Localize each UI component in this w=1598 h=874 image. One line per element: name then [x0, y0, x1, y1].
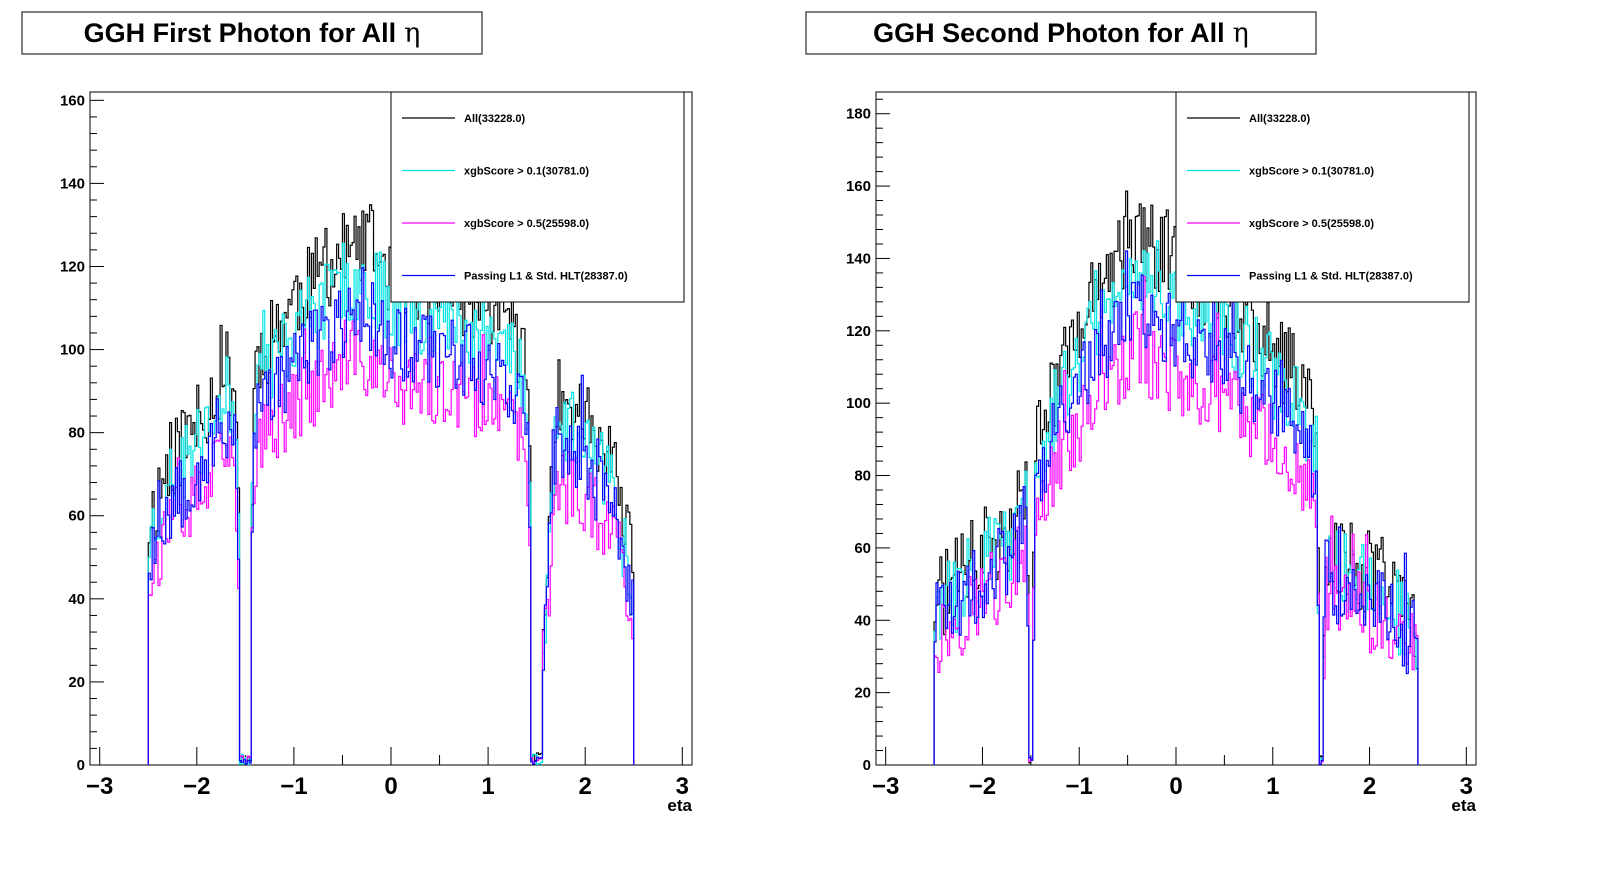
y-tick-label: 120: [60, 258, 85, 275]
x-tick-label: −2: [969, 773, 996, 800]
legend: All(33228.0) xgbScore > 0.1(30781.0) xgbSc…: [1175, 91, 1470, 303]
histogram-series: [147, 242, 635, 766]
x-tick-label: 1: [481, 773, 494, 800]
y-tick-label: 60: [68, 508, 85, 525]
second-photon-panel: GGH Second Photon for All η 0204060801001…: [805, 11, 1477, 815]
chart-title: GGH Second Photon for All η: [873, 18, 1249, 49]
y-tick-label: 140: [846, 250, 871, 267]
x-tick-label: 3: [676, 773, 689, 800]
y-tick-label: 180: [846, 106, 871, 123]
histograms: [147, 204, 635, 766]
x-tick-label: −3: [872, 773, 899, 800]
histogram-series: [147, 319, 635, 765]
y-tick-label: 60: [854, 540, 871, 557]
y-tick-label: 160: [60, 92, 85, 109]
x-tick-label: −1: [280, 773, 307, 800]
legend-entry: Passing L1 & Std. HLT(28387.0): [1249, 271, 1413, 283]
y-tick-label: 100: [846, 395, 871, 412]
histogram-series: [147, 267, 635, 765]
y-tick-label: 0: [863, 757, 871, 774]
y-tick-label: 80: [854, 468, 871, 485]
x-tick-label: 0: [384, 773, 397, 800]
y-tick-label: 20: [854, 685, 871, 702]
legend-box: [1175, 91, 1470, 303]
axes: 0 20 40 60 80 100 120 140 160 180 −3 −2 −1 0 1 2 3: [846, 91, 1477, 800]
first-photon-panel: GGH First Photon for All η 02040608010012…: [21, 11, 693, 815]
y-tick-label: 20: [68, 674, 85, 691]
x-tick-label: 2: [579, 773, 592, 800]
legend-entry: xgbScore > 0.1(30781.0): [464, 166, 589, 178]
x-axis-label: eta: [667, 796, 692, 815]
y-tick-label: 40: [68, 591, 85, 608]
legend-entry: xgbScore > 0.5(25598.0): [464, 218, 589, 230]
x-tick-label: −3: [86, 773, 113, 800]
x-tick-label: −1: [1066, 773, 1093, 800]
legend-box: [390, 91, 685, 303]
legend-entry: xgbScore > 0.1(30781.0): [1249, 166, 1374, 178]
x-tick-label: 1: [1266, 773, 1279, 800]
chart-title: GGH First Photon for All η: [84, 18, 421, 49]
legend-entry: Passing L1 & Std. HLT(28387.0): [464, 271, 628, 283]
legend-entry: All(33228.0): [1249, 113, 1310, 125]
y-tick-label: 0: [77, 757, 85, 774]
x-tick-label: 2: [1363, 773, 1376, 800]
legend: All(33228.0) xgbScore > 0.1(30781.0) xgbSc…: [390, 91, 685, 303]
x-tick-label: 0: [1169, 773, 1182, 800]
y-tick-label: 80: [68, 425, 85, 442]
legend-entry: All(33228.0): [464, 113, 525, 125]
title-box: [805, 11, 1317, 55]
x-axis-label: eta: [1451, 796, 1476, 815]
y-tick-label: 120: [846, 323, 871, 340]
y-tick-label: 140: [60, 175, 85, 192]
y-tick-label: 160: [846, 178, 871, 195]
x-tick-label: 3: [1460, 773, 1473, 800]
title-box: [21, 11, 483, 55]
y-tick-label: 40: [854, 612, 871, 629]
x-tick-label: −2: [183, 773, 210, 800]
histogram-series: [933, 250, 1419, 766]
y-tick-label: 100: [60, 342, 85, 359]
legend-entry: xgbScore > 0.5(25598.0): [1249, 218, 1374, 230]
